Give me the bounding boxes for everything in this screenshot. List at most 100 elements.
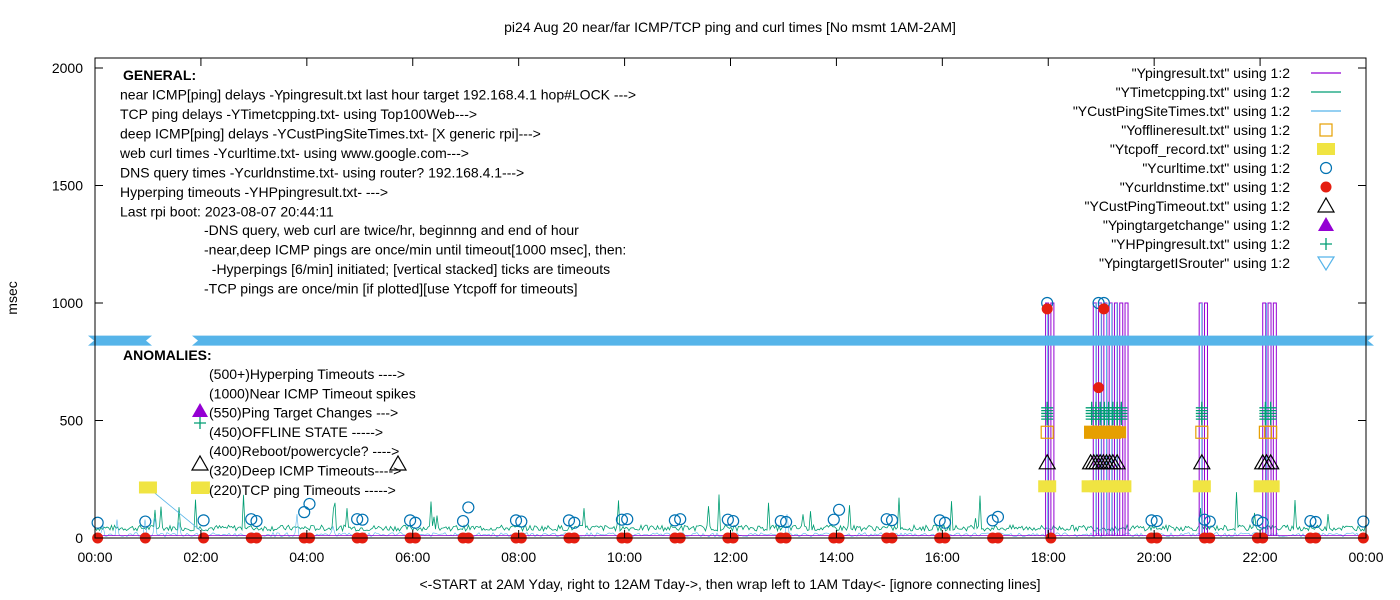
isrouter-band-left bbox=[88, 335, 152, 346]
legend: "Ypingresult.txt" using 1:2 "YTimetcpping… bbox=[1073, 65, 1341, 272]
x-tick-label: 12:00 bbox=[713, 549, 748, 565]
chart-title: pi24 Aug 20 near/far ICMP/TCP ping and c… bbox=[504, 19, 956, 35]
x-tick-label: 14:00 bbox=[819, 549, 854, 565]
hyperping-timeout-marker bbox=[1264, 401, 1277, 414]
legend-swatch bbox=[1316, 256, 1336, 272]
curl-time-marker bbox=[674, 513, 687, 526]
legend-label: "Ypingtargetchange" using 1:2 bbox=[1103, 217, 1290, 233]
anomaly-deep-icmp-icon bbox=[388, 454, 408, 471]
curl-time-marker bbox=[933, 514, 946, 527]
anomaly-item: (220)TCP ping Timeouts -----> bbox=[209, 482, 396, 498]
legend-swatch bbox=[1320, 238, 1332, 250]
legend-swatch bbox=[1316, 196, 1336, 213]
general-note: deep ICMP[ping] delays -YCustPingSiteTim… bbox=[120, 126, 541, 142]
schedule-note: -TCP pings are once/min [if plotted][use… bbox=[204, 281, 578, 297]
tcp-ping-series-line bbox=[94, 492, 1366, 533]
deep-icmp-timeout-marker bbox=[1038, 453, 1057, 470]
legend-swatch bbox=[1318, 217, 1334, 231]
offline-marker bbox=[1264, 425, 1278, 439]
curl-time-marker bbox=[991, 510, 1005, 523]
curl-time-marker bbox=[568, 516, 581, 529]
x-tick-label: 06:00 bbox=[395, 549, 430, 565]
x-tick-label: 10:00 bbox=[607, 549, 642, 565]
tcp-timeout-marker bbox=[1261, 480, 1280, 493]
axes-layer: 0 500 1000 1500 2000 00:00 02:00 04:00 06:00 08:0… bbox=[52, 58, 1384, 565]
general-note: Hyperping timeouts -YHPpingresult.txt- -… bbox=[120, 184, 388, 200]
anomaly-reboot-icon bbox=[190, 454, 210, 471]
curl-time-marker bbox=[938, 516, 952, 529]
legend-label: "Ypingresult.txt" using 1:2 bbox=[1132, 65, 1291, 81]
curl-time-marker bbox=[404, 514, 417, 527]
curl-time-marker bbox=[1256, 516, 1269, 529]
legend-swatch bbox=[1317, 143, 1335, 155]
curl-time-marker bbox=[1357, 515, 1370, 528]
hyperping-timeout-marker bbox=[1115, 401, 1128, 414]
y-tick-label: 500 bbox=[60, 413, 84, 429]
dns-time-marker bbox=[1098, 303, 1110, 315]
curl-time-marker bbox=[562, 514, 576, 527]
anomaly-item: (400)Reboot/powercycle? ----> bbox=[209, 443, 399, 459]
curl-time-marker bbox=[668, 514, 681, 527]
y-tick-label: 1500 bbox=[52, 178, 83, 194]
anomaly-item: (320)Deep ICMP Timeouts----> bbox=[209, 463, 401, 479]
offline-marker bbox=[1195, 425, 1209, 439]
curl-time-marker bbox=[1304, 514, 1317, 528]
curl-time-marker bbox=[727, 514, 740, 528]
tcp-timeout-marker bbox=[138, 481, 157, 494]
y-tick-label: 0 bbox=[75, 530, 83, 546]
offline-fill-marker bbox=[1108, 426, 1127, 439]
connecting-line bbox=[147, 487, 202, 532]
legend-label: "Yofflineresult.txt" using 1:2 bbox=[1121, 122, 1290, 138]
tcp-timeout-marker bbox=[1113, 480, 1132, 493]
curl-time-marker bbox=[462, 501, 475, 514]
legend-label: "YHPpingresult.txt" using 1:2 bbox=[1111, 236, 1290, 252]
x-tick-label: 18:00 bbox=[1031, 549, 1066, 565]
x-axis-label: <-START at 2AM Yday, right to 12AM Tday-… bbox=[419, 576, 1040, 592]
curl-time-marker bbox=[356, 513, 369, 526]
y-tick-label: 1000 bbox=[52, 295, 83, 311]
legend-swatch bbox=[1320, 181, 1332, 193]
general-note: Last rpi boot: 2023-08-07 20:44:11 bbox=[120, 204, 334, 220]
anomaly-hyperping-icon bbox=[194, 417, 206, 429]
legend-label: "YCustPingSiteTimes.txt" using 1:2 bbox=[1073, 103, 1290, 119]
anomaly-item: (450)OFFLINE STATE -----> bbox=[209, 424, 383, 440]
schedule-note: -near,deep ICMP pings are once/min until… bbox=[204, 242, 626, 258]
curl-time-marker bbox=[509, 514, 523, 527]
anomaly-tcp-timeout-icon bbox=[191, 482, 209, 494]
hyperping-timeout-marker bbox=[1041, 401, 1054, 414]
x-tick-label: 02:00 bbox=[183, 549, 218, 565]
curl-time-marker bbox=[250, 514, 263, 528]
dns-time-marker bbox=[1093, 382, 1105, 394]
schedule-note: -DNS query, web curl are twice/hr, begin… bbox=[204, 222, 579, 238]
curl-time-marker bbox=[409, 516, 422, 529]
y-axis-label: msec bbox=[4, 281, 20, 314]
anomaly-target-change-icon bbox=[192, 403, 208, 417]
legend-swatch bbox=[1319, 123, 1333, 137]
y-tick-label: 2000 bbox=[52, 60, 83, 76]
curl-time-marker bbox=[721, 513, 734, 526]
curl-time-marker bbox=[1203, 515, 1216, 528]
curl-time-marker bbox=[621, 513, 634, 526]
curl-time-marker bbox=[774, 514, 787, 528]
offline-marker bbox=[1040, 425, 1054, 439]
curl-time-marker bbox=[1145, 514, 1158, 527]
schedule-note: -Hyperpings [6/min] initiated; [vertical… bbox=[204, 261, 610, 277]
deep-icmp-timeout-marker bbox=[1261, 453, 1280, 470]
hyperping-timeout-marker bbox=[1195, 401, 1208, 414]
curl-time-marker bbox=[298, 506, 311, 519]
curl-time-marker bbox=[515, 515, 528, 528]
dns-time-marker bbox=[1041, 303, 1053, 315]
legend-label: "Ycurltime.txt" using 1:2 bbox=[1142, 160, 1290, 176]
x-tick-label: 20:00 bbox=[1137, 549, 1172, 565]
curl-time-marker bbox=[197, 514, 210, 527]
annotations-layer: GENERAL: near ICMP[ping] delays -Ypingres… bbox=[119, 67, 636, 498]
anomaly-item: (550)Ping Target Changes ---> bbox=[209, 405, 398, 421]
curl-time-marker bbox=[827, 513, 840, 526]
isrouter-band-right bbox=[192, 335, 1374, 346]
curl-time-marker bbox=[1150, 514, 1163, 528]
anomaly-item: (500+)Hyperping Timeouts ----> bbox=[209, 366, 405, 382]
general-note: DNS query times -Ycurldnstime.txt- using… bbox=[120, 165, 524, 181]
legend-label: "YTimetcpping.txt" using 1:2 bbox=[1116, 84, 1291, 100]
general-note: web curl times -Ycurltime.txt- using www… bbox=[119, 145, 469, 161]
x-tick-label: 16:00 bbox=[925, 549, 960, 565]
